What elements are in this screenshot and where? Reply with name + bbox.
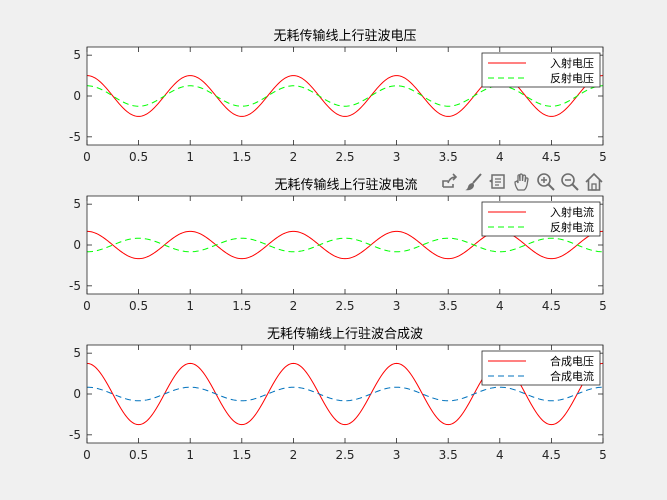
chart-title: 无耗传输线上行驻波电流 [274, 177, 417, 193]
x-tick-label: 0.5 [129, 299, 148, 313]
legend-label: 反射电压 [550, 71, 594, 85]
zoom-in-icon[interactable] [536, 172, 556, 192]
x-tick-label: 4 [496, 150, 504, 164]
y-tick-label: 5 [73, 346, 81, 360]
y-tick-label: -5 [69, 428, 81, 442]
x-tick-label: 3.5 [439, 448, 458, 462]
legend-label: 合成电压 [550, 354, 594, 368]
x-tick-label: 0 [83, 299, 91, 313]
y-tick-label: 5 [73, 197, 81, 211]
x-tick-label: 3 [393, 299, 401, 313]
x-tick-label: 1.5 [232, 448, 251, 462]
zoom-out-icon[interactable] [560, 172, 580, 192]
chart-title: 无耗传输线上行驻波合成波 [267, 326, 423, 342]
legend-box [481, 201, 601, 237]
subplot-current[interactable]: 0 0.5 1 1.5 2 2.5 3 3.5 4 4.5 5-505无耗传输线上行驻波电流入射电流… [69, 177, 607, 313]
x-tick-label: 4 [496, 299, 504, 313]
x-tick-label: 2.5 [335, 299, 354, 313]
x-tick-label: 1 [186, 448, 194, 462]
y-tick-label: -5 [69, 130, 81, 144]
x-tick-label: 5 [599, 150, 607, 164]
series-line-0 [87, 230, 603, 260]
x-tick-label: 1.5 [232, 150, 251, 164]
series-line-1 [87, 85, 603, 107]
x-tick-label: 2.5 [335, 150, 354, 164]
legend-label: 入射电压 [550, 56, 594, 70]
x-tick-label: 1 [186, 150, 194, 164]
x-tick-label: 4.5 [542, 299, 561, 313]
y-tick-label: 0 [73, 238, 81, 252]
x-tick-label: 1 [186, 299, 194, 313]
x-tick-label: 3.5 [439, 299, 458, 313]
x-tick-label: 0.5 [129, 448, 148, 462]
legend-box [481, 52, 601, 88]
y-tick-label: 0 [73, 89, 81, 103]
x-tick-label: 0.5 [129, 150, 148, 164]
export-icon[interactable] [440, 172, 460, 192]
x-tick-label: 2.5 [335, 448, 354, 462]
chart-title: 无耗传输线上行驻波电压 [273, 28, 416, 44]
pan-icon[interactable] [512, 172, 532, 192]
x-tick-label: 3 [393, 448, 401, 462]
x-tick-label: 0 [83, 150, 91, 164]
legend-box [481, 350, 601, 386]
x-tick-label: 5 [599, 299, 607, 313]
subplot-voltage[interactable]: 0 0.5 1 1.5 2 2.5 3 3.5 4 4.5 5-505无耗传输线上行驻波电压入射电压… [69, 28, 607, 164]
x-tick-label: 5 [599, 448, 607, 462]
x-tick-label: 4.5 [542, 150, 561, 164]
subplot-composite[interactable]: 0 0.5 1 1.5 2 2.5 3 3.5 4 4.5 5-505无耗传输线上行驻波合成波合成电… [69, 326, 607, 462]
x-tick-label: 3 [393, 150, 401, 164]
brush-icon[interactable] [464, 172, 484, 192]
x-tick-label: 3.5 [439, 150, 458, 164]
x-tick-label: 2 [290, 150, 298, 164]
y-tick-label: 5 [73, 48, 81, 62]
y-tick-label: -5 [69, 279, 81, 293]
legend-label: 入射电流 [550, 205, 594, 219]
x-tick-label: 4 [496, 448, 504, 462]
x-tick-label: 2 [290, 299, 298, 313]
x-tick-label: 4.5 [542, 448, 561, 462]
datatip-icon[interactable] [488, 172, 508, 192]
legend-label: 合成电流 [550, 369, 594, 383]
x-tick-label: 0 [83, 448, 91, 462]
axes-toolbar [440, 172, 604, 192]
home-icon[interactable] [584, 172, 604, 192]
y-tick-label: 0 [73, 387, 81, 401]
x-tick-label: 2 [290, 448, 298, 462]
legend-label: 反射电流 [550, 220, 594, 234]
x-tick-label: 1.5 [232, 299, 251, 313]
